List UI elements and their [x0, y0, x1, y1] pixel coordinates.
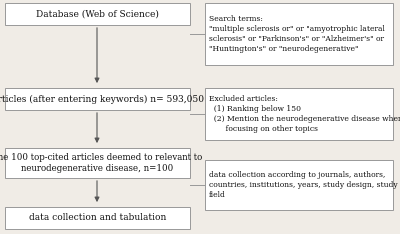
- Text: Search terms:
"multiple sclerosis or" or "amyotrophic lateral
sclerosis" or "Par: Search terms: "multiple sclerosis or" or…: [209, 15, 385, 53]
- Text: data collection according to journals, authors,
countries, institutions, years, : data collection according to journals, a…: [209, 171, 398, 199]
- Bar: [5, 3, 190, 25]
- Text: The 100 top-cited articles deemed to relevant to
neurodegenerative disease, n=10: The 100 top-cited articles deemed to rel…: [0, 153, 203, 173]
- Bar: [5, 88, 190, 110]
- Text: Database (Web of Science): Database (Web of Science): [36, 10, 159, 18]
- Bar: [205, 3, 393, 65]
- Bar: [205, 160, 393, 210]
- Text: Excluded articles:
  (1) Ranking below 150
  (2) Mention the neurodegenerative d: Excluded articles: (1) Ranking below 150…: [209, 95, 400, 133]
- Bar: [5, 207, 190, 229]
- Text: Articles (after entering keywords) n= 593,050: Articles (after entering keywords) n= 59…: [0, 95, 204, 104]
- Bar: [205, 88, 393, 140]
- Bar: [5, 148, 190, 178]
- Text: data collection and tabulation: data collection and tabulation: [29, 213, 166, 223]
